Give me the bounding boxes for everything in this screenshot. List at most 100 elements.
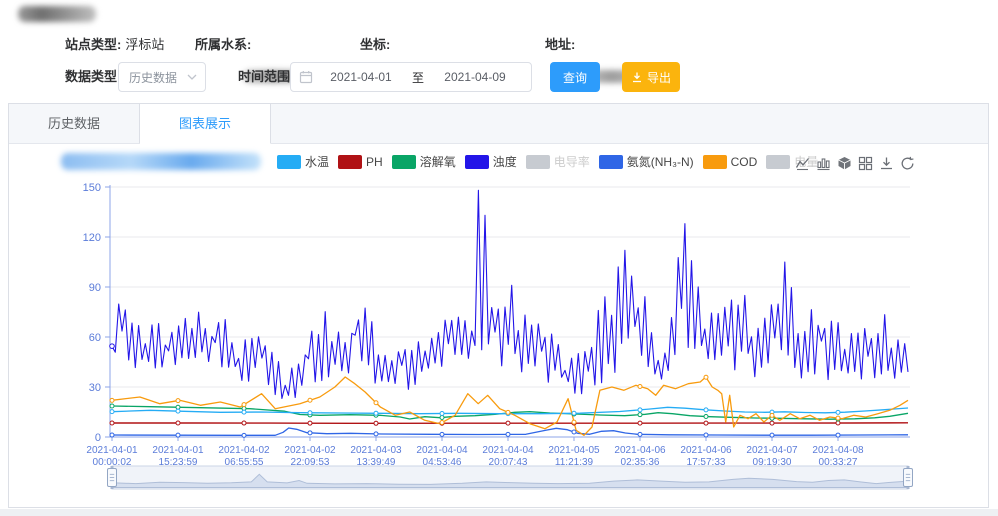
svg-text:00:00:02: 00:00:02: [93, 457, 132, 468]
svg-text:00:33:27: 00:33:27: [819, 457, 858, 468]
series-water-temp: [111, 406, 909, 415]
legend-label-ammonia: 氨氮(NH₃-N): [626, 155, 694, 169]
stack-icon[interactable]: [836, 155, 853, 172]
svg-text:11:21:39: 11:21:39: [555, 457, 594, 468]
calendar-icon: [299, 70, 313, 84]
legend-swatch-battery: [766, 154, 791, 169]
legend-item-turbidity[interactable]: 浊度: [464, 153, 517, 170]
legend-label-water-temp: 水温: [305, 155, 330, 169]
station-info-row: 站点类型: 浮标站 所属水系: 坐标: 地址:: [0, 34, 998, 83]
legend-swatch-dissolved-oxygen: [391, 154, 416, 169]
legend-swatch-turbidity: [464, 154, 489, 169]
svg-text:90: 90: [89, 282, 101, 294]
svg-text:20:07:43: 20:07:43: [489, 457, 528, 468]
svg-text:02:35:36: 02:35:36: [621, 457, 660, 468]
chart-toolbox: [794, 155, 916, 172]
legend-label-turbidity: 浊度: [492, 155, 517, 169]
legend-swatch-cod: [702, 154, 727, 169]
tab-chart-display[interactable]: 图表展示: [140, 104, 272, 144]
chart-panel: 水温 PH 溶解氧 浊度 电导率 氨氮(NH₃-N) COD 电量: [9, 144, 988, 508]
switch-line-icon[interactable]: [794, 155, 811, 172]
date-start-value[interactable]: 2021-04-01: [330, 70, 392, 84]
chart-legend: 水温 PH 溶解氧 浊度 电导率 氨氮(NH₃-N) COD 电量: [277, 153, 818, 170]
water-system: 所属水系:: [195, 34, 251, 54]
date-end-value[interactable]: 2021-04-09: [444, 70, 506, 84]
coordinate: 坐标:: [360, 34, 390, 54]
svg-text:0: 0: [95, 432, 101, 444]
series-cod: [111, 376, 909, 436]
svg-text:06:55:55: 06:55:55: [225, 457, 264, 468]
chart-canvas[interactable]: 03060901201502021-04-0100:00:022021-04-0…: [0, 175, 998, 516]
query-button[interactable]: 查询: [550, 62, 600, 92]
svg-text:2021-04-03: 2021-04-03: [350, 445, 402, 456]
svg-text:150: 150: [83, 182, 101, 194]
switch-bar-icon[interactable]: [815, 155, 832, 172]
legend-swatch-ph: [338, 154, 363, 169]
svg-text:15:23:59: 15:23:59: [159, 457, 198, 468]
coordinate-label: 坐标:: [360, 37, 391, 52]
svg-text:2021-04-02: 2021-04-02: [218, 445, 270, 456]
address-label: 地址:: [545, 37, 576, 52]
save-image-icon[interactable]: [878, 155, 895, 172]
svg-text:2021-04-06: 2021-04-06: [680, 445, 732, 456]
station-name-redacted: [61, 153, 261, 170]
series-turbidity: [111, 189, 909, 400]
svg-text:17:57:33: 17:57:33: [687, 457, 726, 468]
address: 地址:: [545, 34, 575, 54]
svg-text:13:39:49: 13:39:49: [357, 457, 396, 468]
svg-text:2021-04-08: 2021-04-08: [812, 445, 864, 456]
svg-text:22:09:53: 22:09:53: [291, 457, 330, 468]
svg-text:2021-04-01: 2021-04-01: [152, 445, 204, 456]
svg-text:30: 30: [89, 382, 101, 394]
legend-item-cod[interactable]: COD: [702, 154, 758, 169]
export-button-label: 导出: [646, 70, 671, 85]
download-icon: [632, 72, 641, 83]
tab-history-data[interactable]: 历史数据: [9, 104, 141, 143]
legend-swatch-ammonia: [598, 154, 623, 169]
tab-card: 历史数据 图表展示 水温 PH 溶解氧 浊度 电导率 氨氮(NH₃-N) COD 电量: [8, 103, 989, 508]
date-range-picker[interactable]: 2021-04-01 至 2021-04-09: [290, 62, 532, 92]
legend-label-cod: COD: [730, 154, 758, 169]
svg-text:09:19:30: 09:19:30: [753, 457, 792, 468]
station-type-value: 浮标站: [125, 37, 165, 52]
legend-item-dissolved-oxygen[interactable]: 溶解氧: [391, 153, 456, 170]
legend-item-water-temp[interactable]: 水温: [277, 153, 329, 170]
legend-item-ph[interactable]: PH: [338, 154, 383, 169]
station-type-label: 站点类型:: [65, 37, 122, 52]
datazoom-slider[interactable]: [107, 465, 913, 490]
chart-top-row: 水温 PH 溶解氧 浊度 电导率 氨氮(NH₃-N) COD 电量: [9, 152, 988, 174]
legend-label-ph: PH: [366, 154, 383, 169]
datazoom-silhouette: [111, 473, 909, 488]
svg-text:2021-04-05: 2021-04-05: [548, 445, 600, 456]
restore-icon[interactable]: [899, 155, 916, 172]
query-button-label: 查询: [562, 70, 587, 85]
tab-strip: 历史数据 图表展示: [9, 104, 988, 144]
data-type-select[interactable]: 历史数据: [118, 62, 206, 92]
date-range-separator: 至: [411, 70, 424, 85]
y-axis: 0 30 60 90 120 150: [83, 182, 111, 444]
svg-text:120: 120: [83, 232, 101, 244]
svg-text:2021-04-04: 2021-04-04: [416, 445, 468, 456]
svg-text:2021-04-06: 2021-04-06: [614, 445, 666, 456]
station-type: 站点类型: 浮标站: [65, 34, 164, 54]
series-ammonia: [111, 427, 909, 436]
page-bottom-strip: [0, 509, 998, 516]
legend-label-conductivity: 电导率: [553, 155, 590, 169]
water-system-label: 所属水系:: [195, 37, 252, 52]
time-range-label: 时间范围: [238, 69, 291, 84]
series-markers: [109, 374, 841, 438]
data-type-selected-value: 历史数据: [129, 70, 178, 85]
series-ph: [112, 422, 909, 424]
legend-item-conductivity[interactable]: 电导率: [525, 153, 590, 170]
legend-item-ammonia[interactable]: 氨氮(NH₃-N): [598, 153, 694, 170]
page-title-redacted: [18, 6, 96, 22]
svg-text:2021-04-01: 2021-04-01: [86, 445, 138, 456]
svg-text:04:53:46: 04:53:46: [423, 457, 462, 468]
tiled-icon[interactable]: [857, 155, 874, 172]
chevron-down-icon: [187, 74, 197, 80]
legend-swatch-conductivity: [525, 154, 550, 169]
legend-swatch-water-temp: [277, 154, 301, 169]
svg-text:2021-04-04: 2021-04-04: [482, 445, 534, 456]
export-button[interactable]: 导出: [622, 62, 680, 92]
